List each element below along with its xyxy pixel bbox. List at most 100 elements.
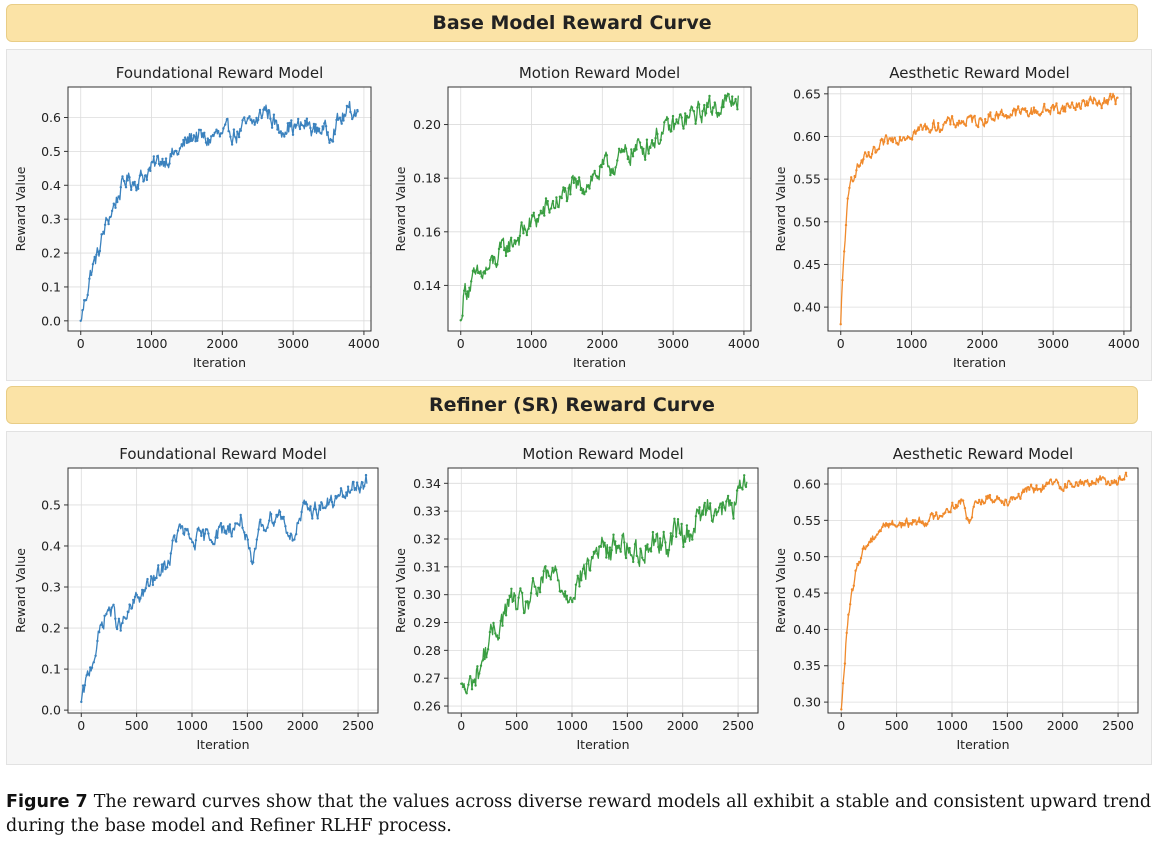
data-point (291, 539, 294, 542)
data-point (140, 173, 143, 176)
data-point (879, 529, 882, 533)
data-point (160, 563, 164, 566)
data-point (287, 534, 291, 538)
data-point (700, 514, 703, 517)
y-tick-label: 0.50 (793, 214, 821, 229)
data-point (952, 506, 956, 510)
data-point (100, 233, 103, 236)
data-point (904, 519, 907, 522)
x-tick-label: 4000 (728, 336, 760, 351)
data-point (103, 614, 106, 617)
data-point (587, 559, 590, 562)
data-point (913, 519, 916, 522)
data-point (886, 523, 889, 526)
data-point (697, 103, 701, 106)
data-point (598, 545, 601, 548)
data-point (727, 93, 730, 96)
data-point (237, 135, 241, 139)
data-point (619, 151, 622, 154)
data-point (345, 104, 349, 108)
data-point (657, 142, 661, 145)
data-point (355, 481, 359, 484)
x-tick-label: 0 (77, 718, 85, 733)
data-point (229, 135, 232, 138)
data-point (737, 486, 741, 489)
y-tick-label: 0.2 (41, 246, 61, 261)
data-point (865, 545, 868, 548)
data-point (130, 607, 133, 610)
data-point (534, 219, 537, 222)
data-point (540, 576, 544, 579)
data-point (187, 532, 190, 536)
data-point (149, 169, 152, 173)
data-point (565, 594, 569, 597)
data-point (538, 591, 542, 594)
data-point (142, 589, 146, 592)
data-point (101, 625, 105, 629)
data-point (843, 250, 846, 253)
data-point (1033, 487, 1036, 490)
data-point (654, 136, 657, 140)
data-point (255, 116, 258, 120)
data-point (947, 116, 950, 120)
data-point (735, 489, 739, 492)
data-point (976, 501, 979, 504)
data-point (490, 627, 493, 630)
data-point (628, 546, 631, 550)
data-point (338, 494, 341, 497)
data-point (250, 560, 253, 563)
data-point (1013, 108, 1016, 111)
x-tick-label: 0 (457, 336, 465, 351)
data-point (730, 501, 733, 505)
data-point (284, 132, 288, 135)
data-point (532, 211, 535, 214)
data-point (659, 138, 662, 142)
data-point (329, 498, 332, 502)
data-point (912, 131, 915, 134)
data-point (164, 157, 168, 160)
data-point (1058, 112, 1062, 115)
data-point (862, 158, 865, 161)
data-point (988, 493, 992, 497)
data-point (99, 623, 103, 627)
data-point (732, 517, 735, 520)
data-point (662, 530, 665, 534)
data-point (1030, 112, 1034, 116)
y-tick-label: 0.60 (793, 129, 821, 144)
data-point (926, 522, 929, 526)
data-point (704, 112, 708, 115)
data-point (964, 124, 968, 127)
data-point (640, 146, 643, 149)
data-point (517, 236, 520, 240)
data-point (908, 522, 911, 525)
data-point (599, 545, 603, 548)
chart-refiner-5: 0 500 1000 1500 2000 2500 0.30 0.35 0.40 0.45 0.50… (773, 445, 1139, 752)
data-point (161, 157, 164, 161)
data-point (496, 263, 499, 266)
data-point (959, 122, 962, 125)
data-point (128, 603, 131, 606)
data-point (192, 544, 196, 548)
data-point (98, 249, 102, 253)
data-point (999, 110, 1002, 114)
plot-frame (67, 86, 372, 332)
data-point (1100, 106, 1103, 110)
data-point (473, 270, 476, 274)
x-axis-label: Iteration (573, 355, 626, 370)
data-point (504, 614, 508, 617)
data-point (147, 168, 150, 171)
data-point (956, 121, 959, 125)
data-point (184, 527, 187, 531)
data-point (716, 510, 719, 513)
data-point (897, 524, 900, 527)
data-point (721, 501, 724, 504)
x-tick-label: 0 (837, 718, 845, 733)
data-point (239, 513, 242, 517)
data-point (972, 505, 975, 508)
data-point (537, 214, 541, 217)
data-point (85, 674, 88, 677)
data-point (81, 684, 85, 687)
data-point (228, 523, 232, 526)
data-point (970, 516, 974, 519)
data-point (936, 517, 940, 521)
